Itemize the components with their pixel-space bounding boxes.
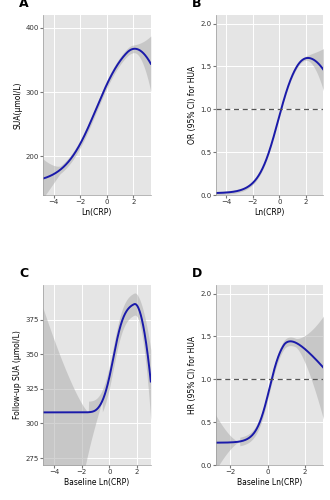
Y-axis label: Follow-up SUA (μmol/L): Follow-up SUA (μmol/L) (14, 330, 22, 420)
X-axis label: Ln(CRP): Ln(CRP) (254, 208, 285, 217)
X-axis label: Baseline Ln(CRP): Baseline Ln(CRP) (64, 478, 129, 487)
Text: D: D (192, 266, 202, 280)
Text: B: B (192, 0, 201, 10)
X-axis label: Ln(CRP): Ln(CRP) (82, 208, 112, 217)
Y-axis label: HR (95% CI) for HUA: HR (95% CI) for HUA (188, 336, 197, 414)
Y-axis label: OR (95% CI) for HUA: OR (95% CI) for HUA (188, 66, 197, 144)
Text: A: A (19, 0, 29, 10)
Y-axis label: SUA(μmol/L): SUA(μmol/L) (14, 81, 22, 128)
Text: C: C (19, 266, 28, 280)
X-axis label: Baseline Ln(CRP): Baseline Ln(CRP) (237, 478, 302, 487)
